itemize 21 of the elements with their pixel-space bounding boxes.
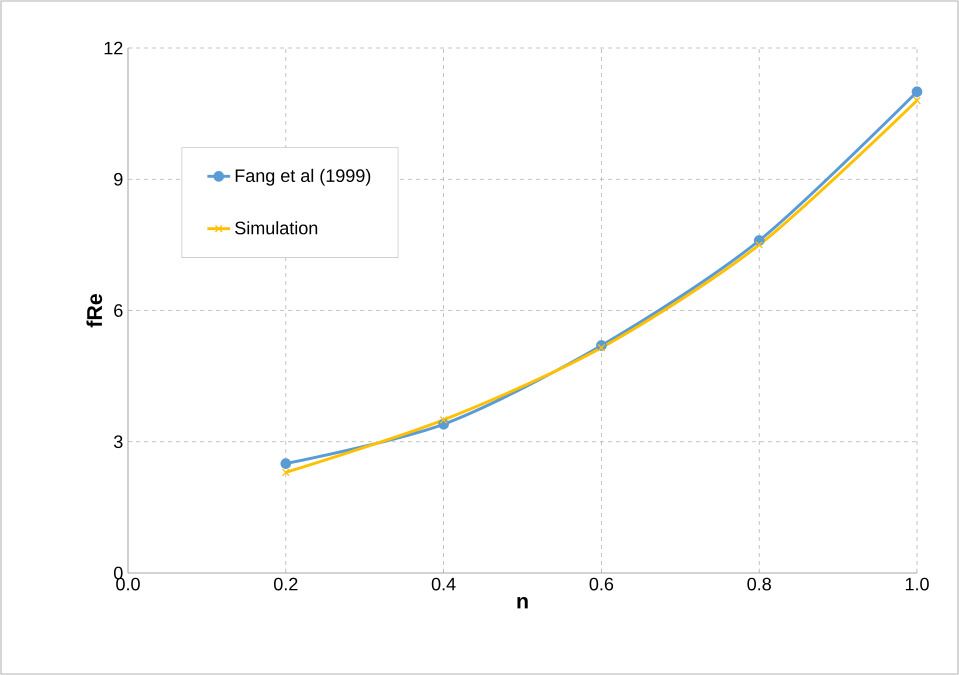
point [755,240,764,249]
x-tick-label: 0.2 [274,578,298,590]
point [440,416,448,424]
x-tick-label: 0.4 [432,578,456,590]
point [280,458,292,469]
x-tick-label: 1.0 [906,578,929,590]
x-tick-label: 0.0 [116,578,140,590]
x-tick-label: 0.8 [747,578,771,590]
y-tick-label: 12 [104,42,122,54]
y-tick-label: 9 [114,172,122,186]
point [282,468,290,476]
legend-label: Simulation [235,221,318,234]
y-axis-title: fRe [86,294,102,328]
point [912,86,922,98]
legend-label: Fang et al (1999) [236,168,370,186]
x-tick-label: 0.6 [590,578,614,590]
y-tick-label: 3 [114,435,123,448]
point [913,96,921,104]
point [597,344,606,352]
y-tick-label: 6 [114,304,123,317]
x-axis-title: n [517,596,528,608]
